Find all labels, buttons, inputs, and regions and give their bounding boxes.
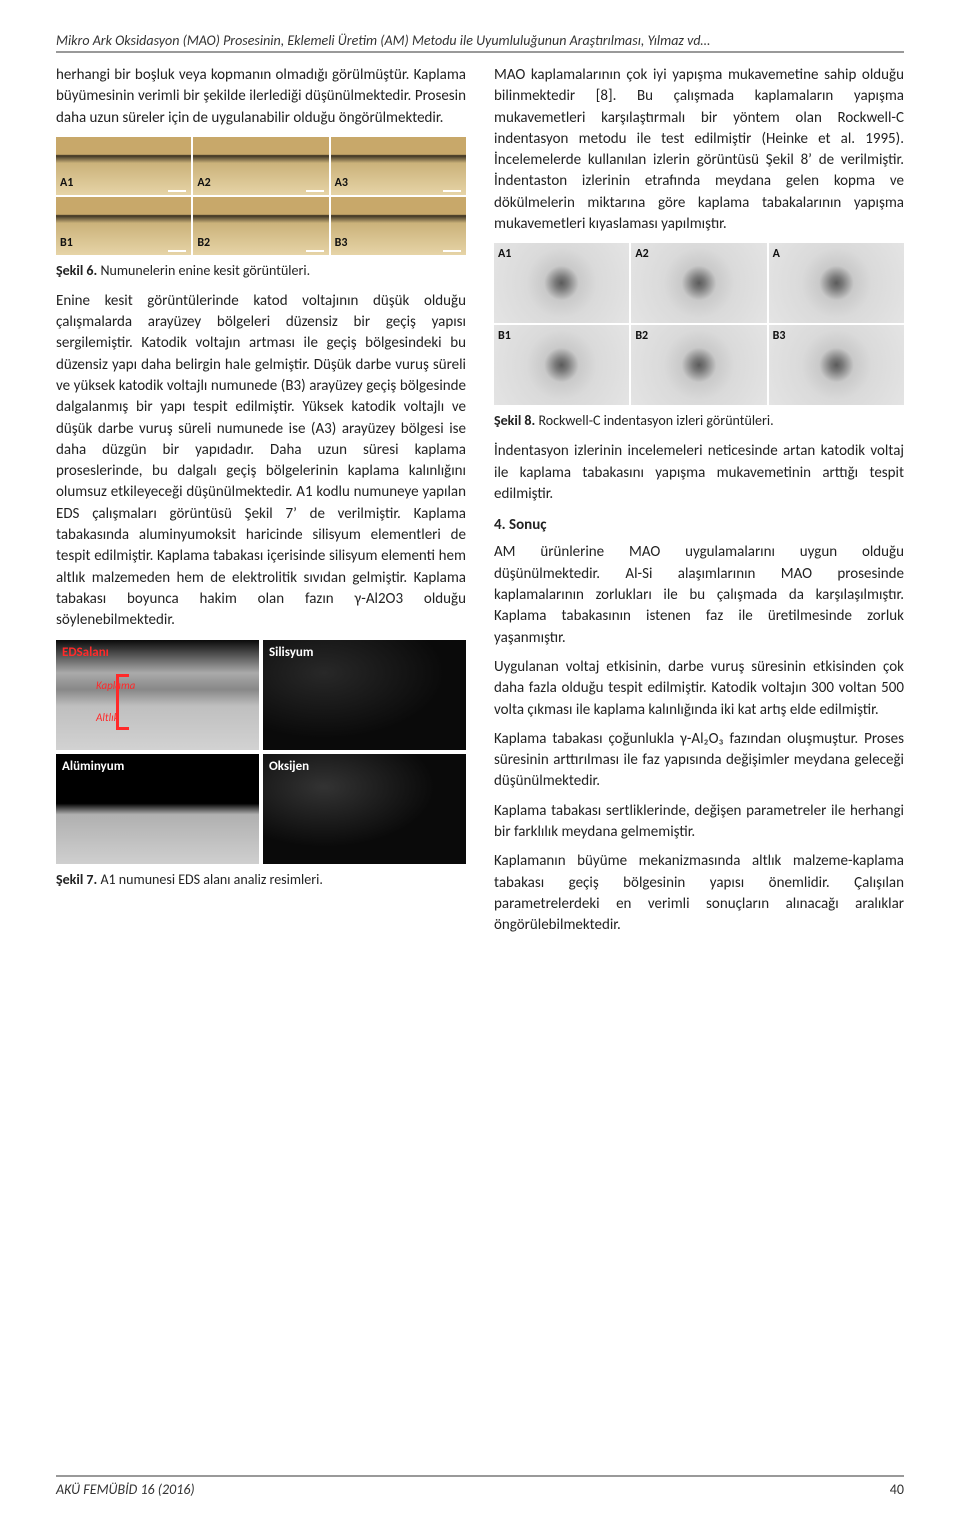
fig8-label-a: A	[773, 246, 780, 263]
figure-6-caption: Şekil 6. Numunelerin enine kesit görüntü…	[56, 261, 466, 281]
footer-page-number: 40	[890, 1481, 904, 1498]
fig6-label-b2: B2	[197, 235, 210, 252]
fig8-cell-b1: B1	[494, 325, 629, 405]
fig7-label-oksijen: Oksijen	[269, 758, 309, 776]
figure-8-grid: A1 A2 A B1 B2 B3	[494, 243, 904, 405]
scale-bar	[168, 190, 186, 192]
fig6-label-a2: A2	[197, 175, 210, 192]
fig8-caption-text: Rockwell-C indentasyon izleri görüntüler…	[538, 412, 773, 429]
figure-8-caption: Şekil 8. Rockwell-C indentasyon izleri g…	[494, 411, 904, 431]
scale-bar	[306, 250, 324, 252]
fig6-cell-a2: A2	[193, 137, 328, 195]
left-column: herhangi bir boşluk veya kopmanın olmadı…	[56, 65, 466, 944]
fig8-label-b3: B3	[773, 328, 786, 345]
fig8-caption-bold: Şekil 8.	[494, 412, 535, 429]
fig6-cell-b2: B2	[193, 197, 328, 255]
fig8-cell-a1: A1	[494, 243, 629, 323]
right-paragraph-3: AM ürünlerine MAO uygulamalarını uygun o…	[494, 542, 904, 648]
fig6-cell-b1: B1	[56, 197, 191, 255]
figure-6-grid: A1 A2 A3 B1 B2 B3	[56, 137, 466, 255]
scale-bar	[443, 250, 461, 252]
fig8-label-b1: B1	[498, 328, 511, 345]
page-footer: AKÜ FEMÜBİD 16 (2016) 40	[56, 1475, 904, 1498]
footer-journal: AKÜ FEMÜBİD 16 (2016)	[56, 1481, 195, 1498]
fig6-cell-b3: B3	[331, 197, 466, 255]
fig8-cell-a: A	[769, 243, 904, 323]
fig8-label-a1: A1	[498, 246, 511, 263]
fig7-eds-al: Alüminyum	[56, 754, 259, 864]
fig8-label-a2: A2	[635, 246, 648, 263]
scale-bar	[168, 250, 186, 252]
fig6-label-a1: A1	[60, 175, 73, 192]
fig6-label-b1: B1	[60, 235, 73, 252]
fig7-eds-area: EDSalanı Kaplama Altlık	[56, 640, 259, 750]
left-paragraph-2: Enine kesit görüntülerinde katod voltajı…	[56, 291, 466, 632]
scale-bar	[443, 190, 461, 192]
fig6-caption-text: Numunelerin enine kesit görüntüleri.	[100, 262, 310, 279]
right-column: MAO kaplamalarının çok iyi yapışma mukav…	[494, 65, 904, 944]
fig7-label-altlik: Altlık	[96, 710, 119, 726]
figure-7-caption: Şekil 7. A1 numunesi EDS alanı analiz re…	[56, 870, 466, 890]
fig7-eds-ox: Oksijen	[263, 754, 466, 864]
fig6-cell-a3: A3	[331, 137, 466, 195]
fig8-cell-b3: B3	[769, 325, 904, 405]
right-paragraph-6: Kaplama tabakası sertliklerinde, değişen…	[494, 801, 904, 844]
fig8-cell-b2: B2	[631, 325, 766, 405]
fig8-label-b2: B2	[635, 328, 648, 345]
fig6-caption-bold: Şekil 6.	[56, 262, 97, 279]
section-4-heading: 4. Sonuç	[494, 515, 904, 536]
fig6-label-b3: B3	[335, 235, 348, 252]
fig7-label-aluminyum: Alüminyum	[62, 758, 124, 776]
fig7-caption-text: A1 numunesi EDS alanı analiz resimleri.	[100, 871, 322, 888]
fig6-label-a3: A3	[335, 175, 348, 192]
fig8-cell-a2: A2	[631, 243, 766, 323]
fig7-caption-bold: Şekil 7.	[56, 871, 97, 888]
left-paragraph-1: herhangi bir boşluk veya kopmanın olmadı…	[56, 65, 466, 129]
fig7-label-edsalani: EDSalanı	[62, 644, 109, 662]
figure-7-grid: EDSalanı Kaplama Altlık Silisyum Alüminy…	[56, 640, 466, 864]
running-header: Mikro Ark Oksidasyon (MAO) Prosesinin, E…	[56, 32, 904, 53]
right-paragraph-5: Kaplama tabakası çoğunlukla γ-Al₂O₃ fazı…	[494, 729, 904, 793]
right-paragraph-4: Uygulanan voltaj etkisinin, darbe vuruş …	[494, 657, 904, 721]
fig6-cell-a1: A1	[56, 137, 191, 195]
fig7-label-silisyum: Silisyum	[269, 644, 313, 662]
right-paragraph-1: MAO kaplamalarının çok iyi yapışma mukav…	[494, 65, 904, 235]
fig7-eds-si: Silisyum	[263, 640, 466, 750]
scale-bar	[306, 190, 324, 192]
right-paragraph-2: İndentasyon izlerinin incelemeleri netic…	[494, 441, 904, 505]
right-paragraph-7: Kaplamanın büyüme mekanizmasında altlık …	[494, 851, 904, 936]
